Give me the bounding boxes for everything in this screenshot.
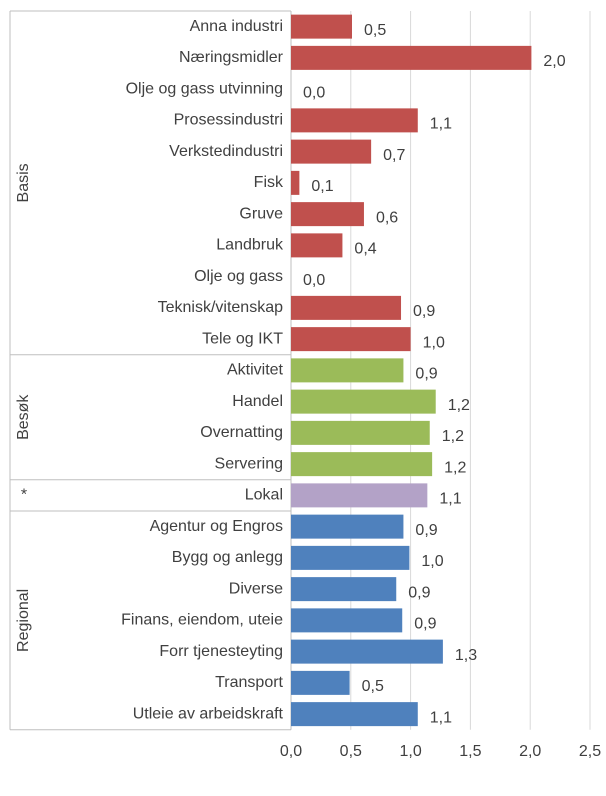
category-label: Anna industri [190, 18, 283, 35]
value-label: 1,2 [448, 397, 470, 414]
x-tick-label: 1,0 [399, 743, 421, 760]
value-label: 0,4 [354, 241, 376, 258]
x-tick-label: 1,5 [459, 743, 481, 760]
value-label: 0,5 [362, 678, 384, 695]
bar [291, 202, 364, 227]
bar [291, 608, 403, 633]
group-label: * [21, 487, 27, 504]
bar [291, 233, 343, 258]
bar [291, 108, 418, 133]
value-label: 0,0 [303, 272, 325, 289]
value-label: 0,9 [408, 584, 430, 601]
bar [291, 577, 397, 602]
group-label: Regional [15, 589, 32, 652]
category-label: Agentur og Engros [150, 518, 283, 535]
category-label: Lokal [245, 487, 283, 504]
value-label: 1,1 [430, 709, 452, 726]
category-label: Transport [215, 674, 283, 691]
category-label: Utleie av arbeidskraft [133, 705, 284, 722]
bar [291, 545, 410, 570]
bar [291, 483, 428, 508]
category-label: Servering [215, 455, 283, 472]
bar [291, 170, 300, 195]
category-label: Bygg og anlegg [172, 549, 283, 566]
value-label: 0,7 [383, 147, 405, 164]
category-label: Landbruk [216, 237, 284, 254]
value-label: 1,0 [423, 334, 445, 351]
value-label: 0,9 [413, 303, 435, 320]
category-label: Fisk [254, 174, 284, 191]
bar [291, 14, 352, 39]
category-label: Olje og gass [194, 268, 283, 285]
value-label: 1,1 [439, 491, 461, 508]
category-label: Teknisk/vitenskap [158, 299, 283, 316]
x-tick-label: 0,0 [280, 743, 302, 760]
value-label: 0,5 [364, 22, 386, 39]
category-label: Verkstedindustri [169, 143, 283, 160]
group-label: Basis [15, 163, 32, 202]
bar [291, 514, 404, 539]
value-label: 0,9 [415, 522, 437, 539]
bar [291, 327, 411, 352]
category-label: Overnatting [200, 424, 283, 441]
value-label: 0,6 [376, 209, 398, 226]
value-label: 2,0 [543, 53, 565, 70]
value-label: 0,9 [415, 366, 437, 383]
bar [291, 295, 402, 320]
value-label: 1,3 [455, 647, 477, 664]
bar [291, 452, 433, 477]
bar [291, 389, 436, 414]
category-label: Gruve [239, 205, 283, 222]
bar [291, 670, 350, 695]
x-tick-label: 2,5 [579, 743, 601, 760]
value-label: 1,1 [430, 116, 452, 133]
bar [291, 139, 372, 164]
category-label: Aktivitet [227, 362, 284, 379]
bar [291, 420, 430, 445]
bar [291, 358, 404, 383]
category-label: Tele og IKT [202, 330, 283, 347]
category-label: Prosessindustri [174, 112, 283, 129]
category-label: Forr tjenesteyting [159, 643, 283, 660]
value-label: 0,9 [414, 616, 436, 633]
category-label: Handel [232, 393, 283, 410]
category-label: Næringsmidler [179, 49, 284, 66]
category-label: Finans, eiendom, uteie [121, 612, 283, 629]
bar [291, 45, 532, 70]
bar [291, 702, 418, 727]
x-tick-label: 0,5 [340, 743, 362, 760]
value-label: 0,1 [311, 178, 333, 195]
category-label: Diverse [229, 580, 283, 597]
bar [291, 639, 443, 664]
value-label: 1,2 [444, 459, 466, 476]
value-label: 1,2 [442, 428, 464, 445]
category-label: Olje og gass utvinning [126, 80, 283, 97]
value-label: 1,0 [421, 553, 443, 570]
group-label: Besøk [15, 394, 32, 440]
x-tick-label: 2,0 [519, 743, 541, 760]
value-label: 0,0 [303, 84, 325, 101]
